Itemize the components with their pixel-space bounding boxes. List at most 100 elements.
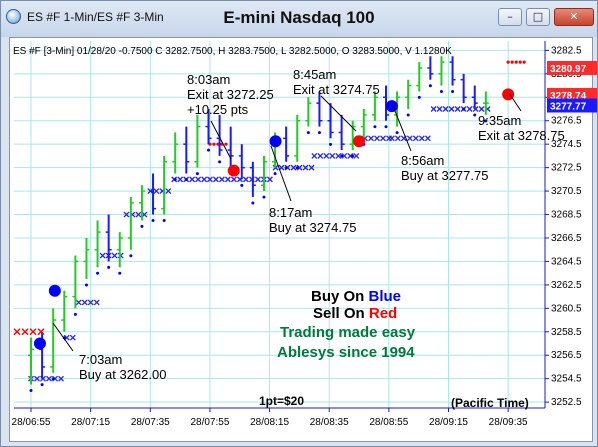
annotation-action: Exit at 3274.75 xyxy=(293,82,380,97)
short-stop-dot xyxy=(506,60,510,64)
trailing-stop-mark xyxy=(254,176,261,183)
support-dot xyxy=(84,283,88,287)
y-tick-label: 3256.5 xyxy=(551,350,582,361)
trailing-stop-mark xyxy=(347,152,354,159)
support-dot xyxy=(184,177,188,181)
sell-stop-price-tag-bg xyxy=(547,87,597,102)
point-value-label: 1pt=$20 xyxy=(259,394,305,408)
annotation-action: Exit at 3278.75 xyxy=(478,128,565,143)
trailing-stop-mark xyxy=(290,164,297,171)
trailing-stop-mark xyxy=(230,176,237,183)
trailing-stop-mark xyxy=(341,152,348,159)
x-tick-label: 28/08:35 xyxy=(310,417,349,428)
legend-buy-line: Buy On Blue xyxy=(311,288,401,305)
title-bar[interactable]: ES #F 1-Min/ES #F 3-Min E-mini Nasdaq 10… xyxy=(1,1,597,37)
chart-grid xyxy=(14,41,545,408)
trailing-stop-mark xyxy=(111,252,118,259)
trailing-stop-mark xyxy=(218,176,225,183)
y-tick-label: 3254.5 xyxy=(551,374,582,385)
app-logo-icon xyxy=(6,9,21,24)
trailing-stop-mark xyxy=(394,135,401,142)
minimize-button[interactable]: – xyxy=(498,8,522,26)
short-stop-dot xyxy=(522,60,526,64)
annotation-arrow xyxy=(320,95,357,132)
trailing-stop-mark xyxy=(242,176,249,183)
support-dot xyxy=(329,142,333,146)
support-dot xyxy=(273,172,277,176)
last-price-tag: 3280.97 xyxy=(550,64,587,75)
support-dot xyxy=(195,172,199,176)
annotation-arrow xyxy=(52,322,74,352)
trailing-stop-mark xyxy=(406,135,413,142)
trailing-stop-mark xyxy=(454,106,461,112)
trailing-stop-mark xyxy=(296,164,303,171)
x-tick-label: 28/07:55 xyxy=(190,417,229,428)
annotation-action: Exit at 3272.25 xyxy=(187,87,274,102)
support-dot xyxy=(306,131,310,135)
trailing-stop-mark xyxy=(52,375,58,382)
y-tick-label: 3274.5 xyxy=(551,139,582,150)
support-dot xyxy=(284,166,288,170)
maximize-button[interactable]: □ xyxy=(526,8,550,26)
trailing-stop-mark xyxy=(302,164,309,171)
trailing-stop-mark xyxy=(153,188,160,195)
trailing-stop-mark xyxy=(374,135,380,142)
trailing-stop-mark xyxy=(448,106,455,112)
sell-stop-mark xyxy=(21,328,29,336)
support-dot xyxy=(129,254,133,258)
trailing-stop-mark xyxy=(430,106,437,112)
support-dot xyxy=(96,271,100,275)
trailing-stop-mark xyxy=(442,106,449,112)
trailing-stop-mark xyxy=(368,135,374,142)
y-tick-label: 3258.5 xyxy=(551,327,582,338)
sell-signal-dot xyxy=(227,164,240,177)
annotation-time: 8:56am xyxy=(401,153,445,168)
trailing-stop-mark xyxy=(380,135,386,142)
trailing-stop-mark xyxy=(323,152,330,159)
annotation-arrow xyxy=(270,145,292,202)
annotation-buy-856: 8:56am Buy at 3277.75 xyxy=(401,153,488,183)
chart-plot-area[interactable] xyxy=(9,37,593,442)
support-dot xyxy=(439,90,443,94)
x-tick-label: 28/09:15 xyxy=(429,417,468,428)
trailing-stop-mark xyxy=(93,299,100,306)
trailing-stop-mark xyxy=(123,211,130,218)
support-dot xyxy=(251,201,255,205)
trailing-stop-mark xyxy=(201,176,208,183)
support-dot xyxy=(73,312,77,316)
annotation-time: 7:03am xyxy=(79,352,123,367)
buy-stop-price-tag-bg xyxy=(547,98,597,113)
support-dot xyxy=(417,95,421,99)
y-tick-label: 3268.5 xyxy=(551,210,582,221)
y-tick-label: 3270.5 xyxy=(551,186,582,197)
support-dot xyxy=(140,224,144,228)
support-dot xyxy=(373,125,377,129)
trailing-stop-mark xyxy=(478,106,485,112)
support-dot xyxy=(406,113,410,117)
x-tick-label: 28/09:35 xyxy=(489,417,528,428)
legend-buy-color-word: Blue xyxy=(368,288,402,305)
trailing-stop-mark xyxy=(165,188,172,195)
y-tick-label: 3262.5 xyxy=(551,280,582,291)
support-dot xyxy=(262,195,266,199)
short-stop-dot xyxy=(510,60,514,64)
close-button[interactable]: ✕ xyxy=(554,8,594,26)
trailing-stop-mark xyxy=(317,152,324,159)
buy-signal-dot xyxy=(33,337,46,350)
x-tick-label: 28/08:15 xyxy=(250,417,289,428)
sell-signal-dot xyxy=(353,135,366,148)
trailing-stop-mark xyxy=(177,176,184,183)
y-tick-label: 3252.5 xyxy=(551,397,582,408)
x-tick-label: 28/06:55 xyxy=(12,417,51,428)
support-dot xyxy=(395,131,399,135)
short-stop-dot xyxy=(212,142,216,146)
trailing-stop-mark xyxy=(212,176,219,183)
annotation-time: 8:45am xyxy=(293,67,337,82)
trailing-stop-mark xyxy=(135,211,142,218)
trailing-stop-mark xyxy=(224,176,231,183)
support-dot xyxy=(351,154,355,158)
legend-slogan: Trading made easy xyxy=(280,324,416,341)
annotation-buy-703: 7:03am Buy at 3262.00 xyxy=(79,352,166,382)
support-dot xyxy=(484,119,488,123)
